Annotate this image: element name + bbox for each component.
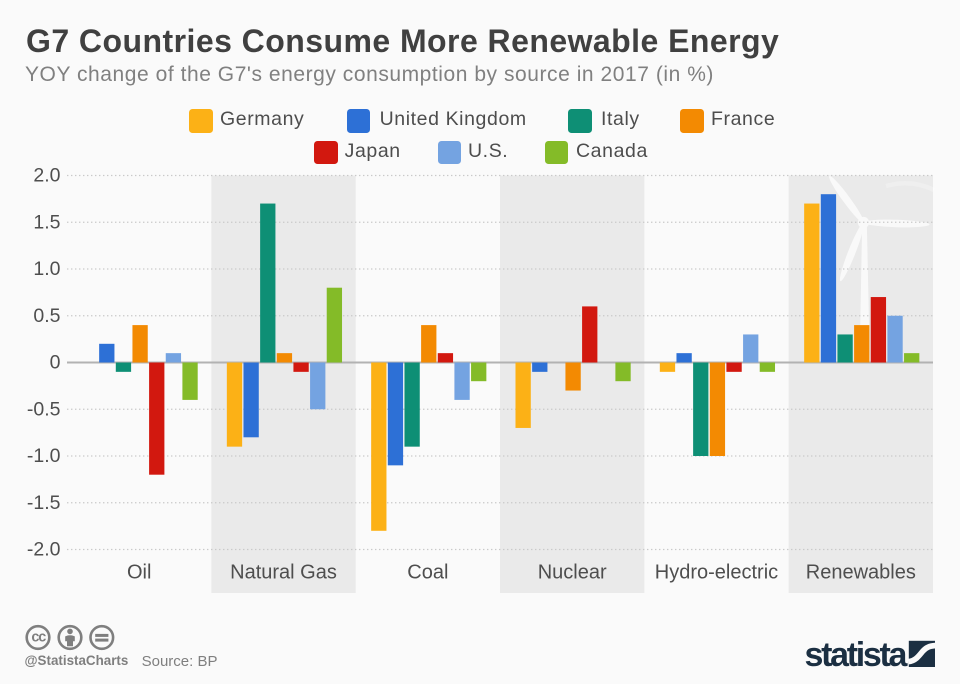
svg-text:Oil: Oil bbox=[127, 562, 151, 584]
svg-text:Natural Gas: Natural Gas bbox=[230, 562, 337, 584]
svg-text:2.0: 2.0 bbox=[33, 165, 60, 187]
svg-text:Coal: Coal bbox=[407, 562, 448, 584]
svg-text:-1.5: -1.5 bbox=[27, 492, 61, 514]
svg-text:0.5: 0.5 bbox=[33, 305, 60, 327]
svg-text:-1.0: -1.0 bbox=[27, 445, 61, 467]
svg-text:cc: cc bbox=[31, 630, 46, 646]
svg-text:Nuclear: Nuclear bbox=[538, 562, 607, 584]
svg-text:1.0: 1.0 bbox=[33, 258, 60, 280]
svg-text:-2.0: -2.0 bbox=[27, 539, 61, 561]
svg-text:1.5: 1.5 bbox=[33, 211, 60, 233]
svg-text:Hydro-electric: Hydro-electric bbox=[655, 562, 778, 584]
svg-text:0: 0 bbox=[50, 352, 61, 374]
svg-text:-0.5: -0.5 bbox=[27, 398, 61, 420]
svg-text:Renewables: Renewables bbox=[806, 562, 916, 584]
